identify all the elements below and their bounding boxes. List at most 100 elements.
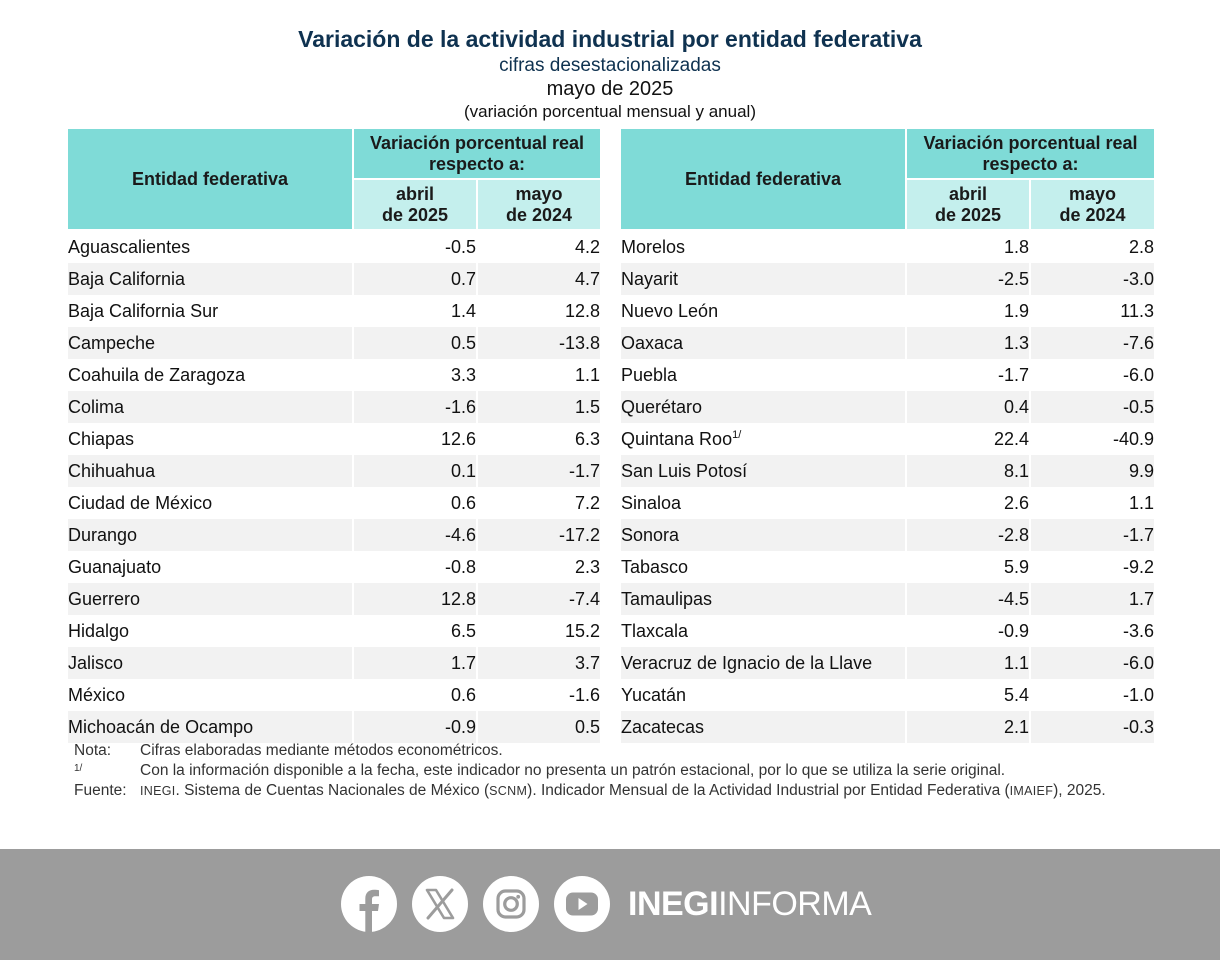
- table-row: Sinaloa 2.6 1.1: [621, 487, 1154, 519]
- footnote-fuente: Fuente: INEGI. Sistema de Cuentas Nacion…: [74, 781, 1156, 801]
- footnote-1-label: 1/: [74, 763, 83, 774]
- value-may-2024: -7.6: [1030, 327, 1154, 359]
- value-may-2024: 15.2: [564, 620, 600, 641]
- entity-name: México: [68, 684, 126, 705]
- footnote-marker: 1/: [732, 428, 742, 441]
- value-april-2025: -2.5: [905, 263, 1031, 295]
- header-may: mayo: [515, 183, 563, 204]
- column-header-april-2025: abril de 2025: [906, 179, 1031, 229]
- entity-name-cell: Tamaulipas: [621, 583, 906, 615]
- entity-name-cell: Querétaro: [621, 391, 906, 423]
- value-april-2025: 0.4: [905, 391, 1031, 423]
- value-april-2025: 1.4: [352, 295, 478, 327]
- entity-name-cell: Zacatecas: [621, 711, 906, 743]
- facebook-icon[interactable]: [341, 876, 397, 932]
- value-may-2024: 1.7: [1030, 583, 1154, 615]
- value-may-2024: 1.5: [477, 391, 600, 423]
- value-may-2024: -13.8: [477, 327, 600, 359]
- value-april-2025: 5.9: [905, 551, 1031, 583]
- table-row: Chiapas 12.6 6.3: [68, 423, 600, 455]
- entity-name-cell: Campeche: [68, 327, 353, 359]
- instagram-icon[interactable]: [483, 876, 539, 932]
- entity-name: Nayarit: [621, 268, 679, 289]
- value-april-2025: -1.7: [905, 359, 1031, 391]
- entity-name: Campeche: [68, 332, 156, 353]
- value-april-2025: 12.8: [352, 583, 478, 615]
- header-april-year: de 2025: [934, 204, 1002, 225]
- entity-name-cell: Guanajuato: [68, 551, 353, 583]
- value-may-2024: 4.7: [477, 263, 600, 295]
- value-may-2024: -1.7: [1030, 519, 1154, 551]
- entity-name-cell: Coahuila de Zaragoza: [68, 359, 353, 391]
- entity-name-cell: Quintana Roo1/: [621, 423, 906, 455]
- brand-informa: INFORMA: [718, 885, 872, 923]
- column-header-may-2024: mayo de 2024: [477, 179, 600, 229]
- entity-name: Aguascalientes: [68, 236, 191, 257]
- header-may: mayo: [1068, 183, 1117, 204]
- table-row: Quintana Roo1/22.4 -40.9: [621, 423, 1154, 455]
- value-april-2025: 22.4: [905, 423, 1031, 455]
- right-table-body: Morelos 1.8 2.8 Nayarit -2.5 -3.0 Nuevo León 1.…: [621, 231, 1154, 743]
- entity-name-cell: México: [68, 679, 353, 711]
- value-april-2025: 6.5: [352, 615, 478, 647]
- entity-name: Durango: [68, 524, 138, 545]
- table-row: Hidalgo 6.5 15.2: [68, 615, 600, 647]
- entity-name-cell: Durango: [68, 519, 353, 551]
- column-header-group-label: Variación porcentual real respecto a:: [369, 132, 585, 174]
- entity-name-cell: Chiapas: [68, 423, 353, 455]
- x-icon[interactable]: [412, 876, 468, 932]
- entity-name: Baja California: [68, 268, 186, 289]
- brand-inegi: INEGI: [628, 885, 719, 923]
- value-april-2025: 5.4: [905, 679, 1031, 711]
- value-may-2024: 2.8: [1128, 236, 1154, 257]
- entity-name-cell: Chihuahua: [68, 455, 353, 487]
- value-april-2025: 1.9: [905, 295, 1031, 327]
- entity-name-cell: Tlaxcala: [621, 615, 906, 647]
- entity-name-cell: Sinaloa: [621, 487, 906, 519]
- entity-name: Quintana Roo: [621, 428, 733, 449]
- value-april-2025: 2.1: [905, 711, 1031, 743]
- value-may-2024: -9.2: [1122, 556, 1154, 577]
- entity-name: Colima: [68, 396, 125, 417]
- value-may-2024: 1.1: [1128, 492, 1154, 513]
- column-header-entity: Entidad federativa: [621, 129, 907, 229]
- table-row: Guanajuato -0.8 2.3: [68, 551, 600, 583]
- table-row: Campeche 0.5 -13.8: [68, 327, 600, 359]
- report-period: mayo de 2025: [546, 78, 674, 100]
- value-may-2024: 0.5: [477, 711, 600, 743]
- inegi-informa-brand: INEGIINFORMA: [628, 882, 872, 926]
- value-april-2025: -2.8: [905, 519, 1031, 551]
- fuente-text: INEGI. Sistema de Cuentas Nacionales de …: [140, 781, 1156, 801]
- table-row: Yucatán 5.4 -1.0: [621, 679, 1154, 711]
- header-april-year: de 2025: [381, 204, 449, 225]
- entity-name-cell: Veracruz de Ignacio de la Llave: [621, 647, 906, 679]
- value-may-2024: 11.3: [1120, 300, 1154, 321]
- value-april-2025: 0.5: [352, 327, 478, 359]
- report-note: (variación porcentual mensual y anual): [464, 102, 756, 121]
- entity-name: Tamaulipas: [621, 588, 713, 609]
- entity-name: Chihuahua: [68, 460, 156, 481]
- entity-name: Querétaro: [621, 396, 703, 417]
- table-row: Morelos 1.8 2.8: [621, 231, 1154, 263]
- header-may-year: de 2024: [1059, 204, 1126, 225]
- entity-name-cell: Puebla: [621, 359, 906, 391]
- entity-name-cell: Colima: [68, 391, 353, 423]
- entity-name: Baja California Sur: [68, 300, 219, 321]
- table-row: Colima -1.6 1.5: [68, 391, 600, 423]
- table-row: Ciudad de México 0.6 7.2: [68, 487, 600, 519]
- youtube-icon[interactable]: [554, 876, 610, 932]
- value-april-2025: 0.6: [352, 679, 478, 711]
- entity-name: Hidalgo: [68, 620, 130, 641]
- value-may-2024: -7.4: [477, 583, 600, 615]
- entity-name: San Luis Potosí: [621, 460, 748, 481]
- entity-name: Tabasco: [621, 556, 689, 577]
- header-may-year: de 2024: [505, 204, 573, 225]
- entity-name: Yucatán: [621, 684, 687, 705]
- table-row: Aguascalientes -0.5 4.2: [68, 231, 600, 263]
- report-header: Variación de la actividad industrial por…: [0, 24, 1220, 123]
- table-row: Puebla -1.7 -6.0: [621, 359, 1154, 391]
- entity-name: Oaxaca: [621, 332, 684, 353]
- entity-name-cell: Aguascalientes: [68, 231, 353, 263]
- entity-name: Nuevo León: [621, 300, 719, 321]
- value-april-2025: 0.7: [352, 263, 478, 295]
